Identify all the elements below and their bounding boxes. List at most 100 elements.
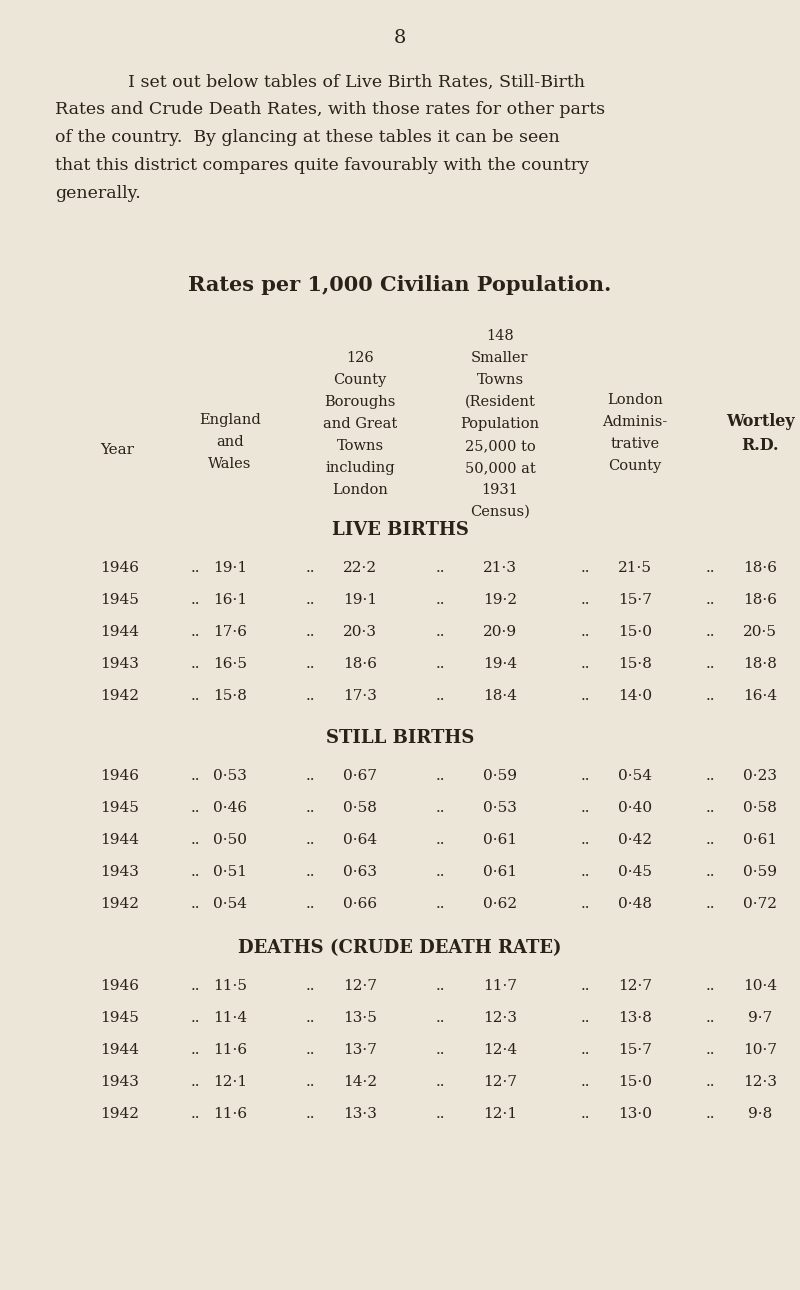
Text: ..: .. [706, 561, 714, 575]
Text: ..: .. [190, 769, 200, 783]
Text: 10·7: 10·7 [743, 1044, 777, 1057]
Text: 10·4: 10·4 [743, 979, 777, 993]
Text: ..: .. [190, 689, 200, 703]
Text: Rates and Crude Death Rates, with those rates for other parts: Rates and Crude Death Rates, with those … [55, 102, 605, 119]
Text: 13·3: 13·3 [343, 1107, 377, 1121]
Text: ..: .. [190, 801, 200, 815]
Text: 12·4: 12·4 [483, 1044, 517, 1057]
Text: ..: .. [306, 801, 314, 815]
Text: Adminis-: Adminis- [602, 415, 668, 430]
Text: 1944: 1944 [100, 1044, 139, 1057]
Text: ..: .. [435, 689, 445, 703]
Text: 16·5: 16·5 [213, 657, 247, 671]
Text: 1931: 1931 [482, 482, 518, 497]
Text: ..: .. [580, 1044, 590, 1057]
Text: ..: .. [306, 689, 314, 703]
Text: 15·8: 15·8 [213, 689, 247, 703]
Text: 0·23: 0·23 [743, 769, 777, 783]
Text: ..: .. [580, 689, 590, 703]
Text: ..: .. [306, 1075, 314, 1089]
Text: ..: .. [435, 593, 445, 608]
Text: ..: .. [190, 561, 200, 575]
Text: ..: .. [580, 593, 590, 608]
Text: 18·4: 18·4 [483, 689, 517, 703]
Text: 21·5: 21·5 [618, 561, 652, 575]
Text: 0·51: 0·51 [213, 866, 247, 878]
Text: 1946: 1946 [100, 769, 139, 783]
Text: ..: .. [435, 1011, 445, 1026]
Text: ..: .. [190, 657, 200, 671]
Text: ..: .. [706, 979, 714, 993]
Text: County: County [608, 459, 662, 473]
Text: I set out below tables of Live Birth Rates, Still-Birth: I set out below tables of Live Birth Rat… [128, 74, 585, 90]
Text: 15·8: 15·8 [618, 657, 652, 671]
Text: 1945: 1945 [100, 801, 139, 815]
Text: ..: .. [706, 657, 714, 671]
Text: ..: .. [580, 561, 590, 575]
Text: 9·7: 9·7 [748, 1011, 772, 1026]
Text: 20·9: 20·9 [483, 624, 517, 639]
Text: Population: Population [461, 417, 539, 431]
Text: 0·67: 0·67 [343, 769, 377, 783]
Text: 21·3: 21·3 [483, 561, 517, 575]
Text: 15·0: 15·0 [618, 1075, 652, 1089]
Text: 17·3: 17·3 [343, 689, 377, 703]
Text: DEATHS (CRUDE DEATH RATE): DEATHS (CRUDE DEATH RATE) [238, 939, 562, 957]
Text: 0·61: 0·61 [483, 833, 517, 848]
Text: (Resident: (Resident [465, 395, 535, 409]
Text: ..: .. [306, 593, 314, 608]
Text: Wales: Wales [208, 457, 252, 471]
Text: 12·7: 12·7 [343, 979, 377, 993]
Text: ..: .. [190, 897, 200, 911]
Text: 15·0: 15·0 [618, 624, 652, 639]
Text: 19·1: 19·1 [213, 561, 247, 575]
Text: 17·6: 17·6 [213, 624, 247, 639]
Text: Year: Year [100, 442, 134, 457]
Text: 1944: 1944 [100, 833, 139, 848]
Text: England: England [199, 413, 261, 427]
Text: R.D.: R.D. [742, 437, 778, 454]
Text: 1943: 1943 [100, 866, 139, 878]
Text: Towns: Towns [477, 373, 523, 387]
Text: 0·58: 0·58 [743, 801, 777, 815]
Text: 50,000 at: 50,000 at [465, 461, 535, 475]
Text: ..: .. [306, 561, 314, 575]
Text: ..: .. [706, 593, 714, 608]
Text: 1942: 1942 [100, 689, 139, 703]
Text: 15·7: 15·7 [618, 593, 652, 608]
Text: ..: .. [306, 769, 314, 783]
Text: ..: .. [706, 1075, 714, 1089]
Text: 25,000 to: 25,000 to [465, 439, 535, 453]
Text: ..: .. [190, 979, 200, 993]
Text: 11·4: 11·4 [213, 1011, 247, 1026]
Text: ..: .. [706, 769, 714, 783]
Text: ..: .. [580, 833, 590, 848]
Text: ..: .. [580, 769, 590, 783]
Text: ..: .. [435, 657, 445, 671]
Text: ..: .. [190, 624, 200, 639]
Text: 0·72: 0·72 [743, 897, 777, 911]
Text: 0·63: 0·63 [343, 866, 377, 878]
Text: 9·8: 9·8 [748, 1107, 772, 1121]
Text: 18·8: 18·8 [743, 657, 777, 671]
Text: 13·7: 13·7 [343, 1044, 377, 1057]
Text: 148: 148 [486, 329, 514, 343]
Text: ..: .. [580, 657, 590, 671]
Text: Rates per 1,000 Civilian Population.: Rates per 1,000 Civilian Population. [188, 275, 612, 295]
Text: 14·2: 14·2 [343, 1075, 377, 1089]
Text: 18·6: 18·6 [743, 561, 777, 575]
Text: 11·6: 11·6 [213, 1044, 247, 1057]
Text: ..: .. [306, 833, 314, 848]
Text: 19·2: 19·2 [483, 593, 517, 608]
Text: ..: .. [435, 897, 445, 911]
Text: ..: .. [706, 833, 714, 848]
Text: 0·58: 0·58 [343, 801, 377, 815]
Text: 20·5: 20·5 [743, 624, 777, 639]
Text: ..: .. [435, 1075, 445, 1089]
Text: ..: .. [435, 624, 445, 639]
Text: Census): Census) [470, 504, 530, 519]
Text: ..: .. [306, 866, 314, 878]
Text: Smaller: Smaller [471, 351, 529, 365]
Text: 11·5: 11·5 [213, 979, 247, 993]
Text: ..: .. [706, 1011, 714, 1026]
